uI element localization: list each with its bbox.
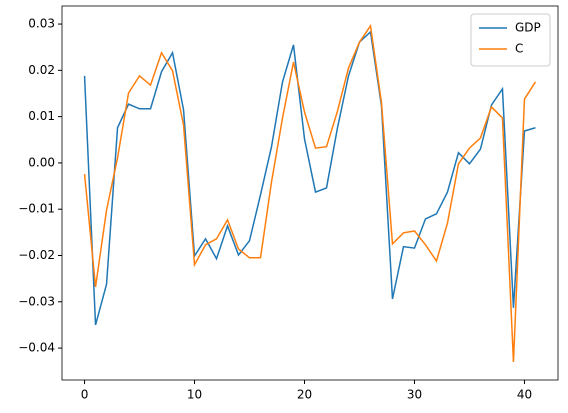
y-tick-label: 0.03	[28, 17, 55, 31]
y-tick-label: −0.01	[18, 202, 55, 216]
y-tick-label: −0.03	[18, 294, 55, 308]
legend-label: GDP	[515, 21, 541, 35]
y-tick-label: 0.02	[28, 63, 55, 77]
y-tick-label: −0.02	[18, 248, 55, 262]
y-tick-label: 0.01	[28, 109, 55, 123]
x-tick-label: 0	[81, 388, 89, 402]
x-tick-label: 10	[187, 388, 202, 402]
legend-label: C	[515, 42, 523, 56]
x-tick-label: 30	[407, 388, 422, 402]
axes-frame	[61, 5, 559, 381]
line-series	[83, 23, 537, 362]
line-series	[83, 30, 536, 326]
x-tick-label: 20	[297, 388, 312, 402]
y-tick-label: −0.04	[18, 341, 55, 355]
x-tick-label: 40	[517, 388, 532, 402]
y-tick-label: 0.00	[28, 155, 55, 169]
legend-box	[470, 13, 551, 67]
